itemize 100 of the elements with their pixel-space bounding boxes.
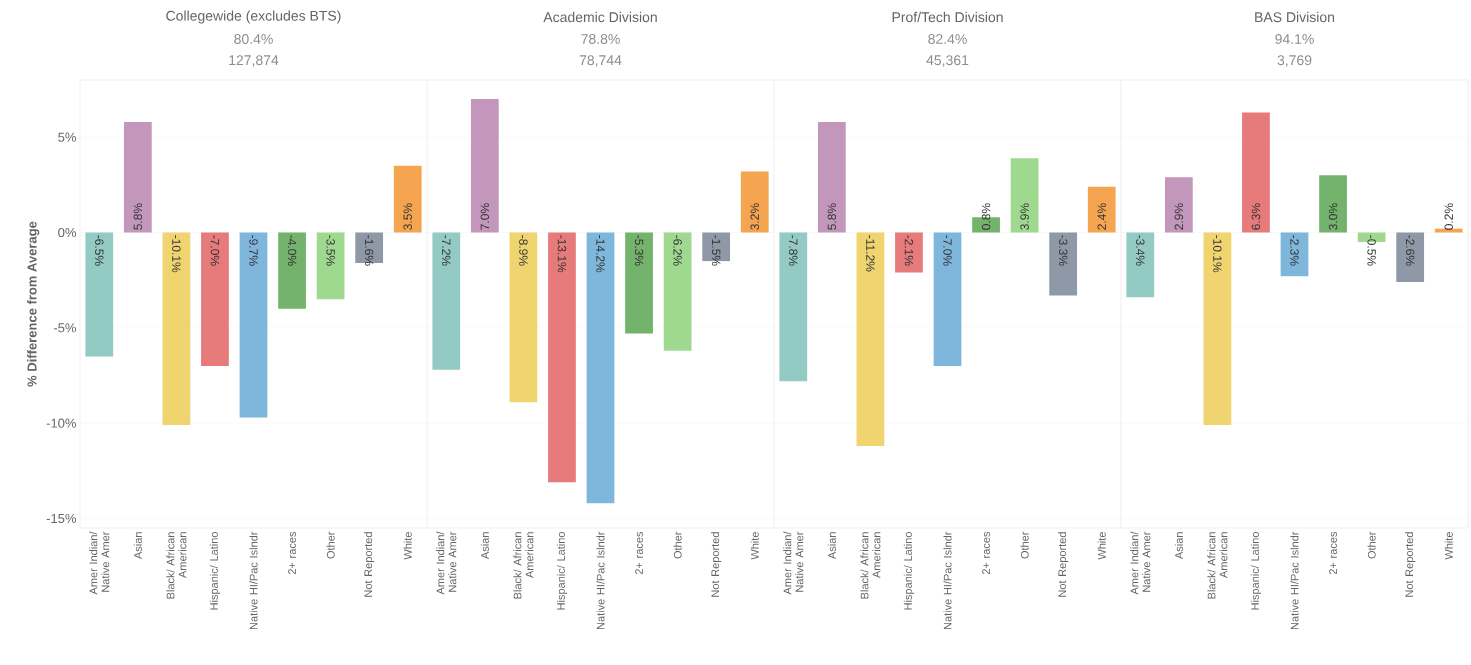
data-label: -4.0% [287, 235, 297, 266]
bar [316, 232, 345, 300]
bar [355, 232, 384, 264]
bar [817, 121, 846, 233]
x-tick-label: Black/ African American [513, 532, 534, 599]
x-tick-label: Not Reported [711, 532, 722, 597]
data-label: -3.3% [1058, 235, 1068, 266]
data-label: 7.0% [480, 203, 490, 230]
bar [1242, 112, 1270, 233]
bar [239, 232, 268, 418]
bar [278, 232, 306, 309]
x-tick-label: Native HI/Pac Islndr [596, 531, 605, 630]
x-tick-label: Asian [827, 532, 836, 560]
data-label: 0.8% [981, 203, 991, 230]
bar [779, 232, 808, 382]
y-tick-label: 0% [58, 227, 77, 238]
x-tick-label: 2+ races [635, 531, 643, 575]
data-label: 5.8% [133, 203, 143, 230]
data-label: -11.2% [866, 235, 875, 272]
data-label: 2.4% [1097, 203, 1106, 230]
data-label: -3.4% [1136, 235, 1145, 266]
data-label: -0.5% [1367, 235, 1376, 266]
x-tick-label: White [750, 532, 759, 560]
chart-subtitle: 78.8% [581, 34, 620, 44]
x-tick-label: Other [673, 531, 682, 559]
bar [1203, 232, 1232, 426]
data-label: -14.2% [596, 235, 605, 273]
data-label: 5.8% [827, 203, 837, 230]
data-label: 3.9% [1020, 203, 1029, 230]
bar [393, 165, 422, 233]
x-tick-label: 2+ races [982, 531, 990, 575]
x-tick-label: Not Reported [1058, 532, 1069, 597]
x-tick-label: Hispanic/ Latino [1250, 532, 1262, 610]
bar [1087, 186, 1116, 233]
x-tick-label: White [1444, 532, 1453, 560]
bar [1049, 232, 1078, 296]
bar [933, 232, 962, 366]
data-label: -6.2% [673, 235, 682, 266]
chart-subtitle: 80.4% [234, 34, 273, 44]
x-tick-label: White [403, 532, 412, 560]
data-label: -6.5% [95, 235, 104, 266]
data-label: -5.3% [634, 235, 644, 266]
chart-title: BAS Division [1255, 11, 1335, 23]
x-tick-label: Amer Indian/ Native Amer [783, 531, 804, 595]
y-tick-label: -15% [46, 513, 77, 524]
data-label: -7.2% [442, 235, 451, 266]
bar [1319, 175, 1347, 233]
data-label: 0.2% [1444, 203, 1453, 230]
x-tick-label: Other [1367, 531, 1376, 559]
data-label: -9.7% [249, 235, 258, 266]
bar [85, 232, 114, 357]
x-tick-label: Hispanic/ Latino [556, 532, 568, 610]
x-tick-label: 2+ races [288, 531, 296, 575]
y-axis-title: % Difference from Average [27, 221, 40, 387]
data-label: -8.9% [519, 235, 528, 266]
chart-subtitle: 82.4% [928, 34, 967, 44]
x-tick-label: Native HI/Pac Islndr [249, 531, 258, 630]
x-tick-label: Other [1020, 531, 1029, 559]
data-label: -2.1% [904, 235, 914, 266]
y-tick-label: -10% [46, 418, 77, 428]
x-tick-label: Asian [133, 532, 142, 560]
data-label: 6.3% [1251, 203, 1261, 230]
bar [856, 232, 885, 447]
bar [123, 121, 152, 233]
x-tick-label: Amer Indian/ Native Amer [436, 531, 457, 595]
x-tick-label: Black/ African American [166, 532, 187, 599]
data-label: -7.8% [789, 235, 798, 266]
x-tick-label: Hispanic/ Latino [903, 532, 915, 610]
x-tick-label: Black/ African American [1207, 532, 1228, 599]
data-label: -7.0% [210, 235, 220, 266]
x-tick-label: Amer Indian/ Native Amer [89, 531, 110, 595]
x-tick-label: Not Reported [1405, 532, 1416, 597]
data-label: -3.5% [326, 235, 335, 266]
chart-title: Collegewide (excludes BTS) [166, 10, 341, 24]
chart-title: Prof/Tech Division [892, 11, 1003, 23]
bar [1010, 158, 1039, 233]
x-tick-label: Black/ African American [860, 532, 881, 599]
data-label: -7.0% [943, 235, 952, 266]
data-label: -1.5% [711, 235, 721, 266]
text: 78,744 [579, 55, 622, 67]
data-label: -13.1% [557, 235, 567, 273]
x-tick-label: Asian [480, 532, 489, 560]
data-label: -10.1% [1213, 235, 1222, 273]
x-tick-label: White [1097, 532, 1106, 560]
data-label: 2.9% [1174, 203, 1184, 230]
x-tick-label: 2+ races [1329, 531, 1337, 575]
bar [1434, 228, 1463, 233]
chart-title: Academic Division [543, 11, 657, 23]
data-label: -2.3% [1290, 235, 1299, 266]
data-label: -2.6% [1405, 235, 1415, 266]
bar [201, 232, 229, 366]
text: 45,361 [926, 55, 969, 67]
bar [1280, 232, 1309, 277]
data-label: 3.5% [403, 203, 412, 230]
bar [1164, 177, 1193, 233]
bar [1126, 232, 1155, 298]
bar [162, 232, 191, 426]
chart-subtitle: 94.1% [1275, 34, 1314, 44]
bar [1396, 232, 1425, 283]
data-label: -1.6% [364, 235, 374, 266]
